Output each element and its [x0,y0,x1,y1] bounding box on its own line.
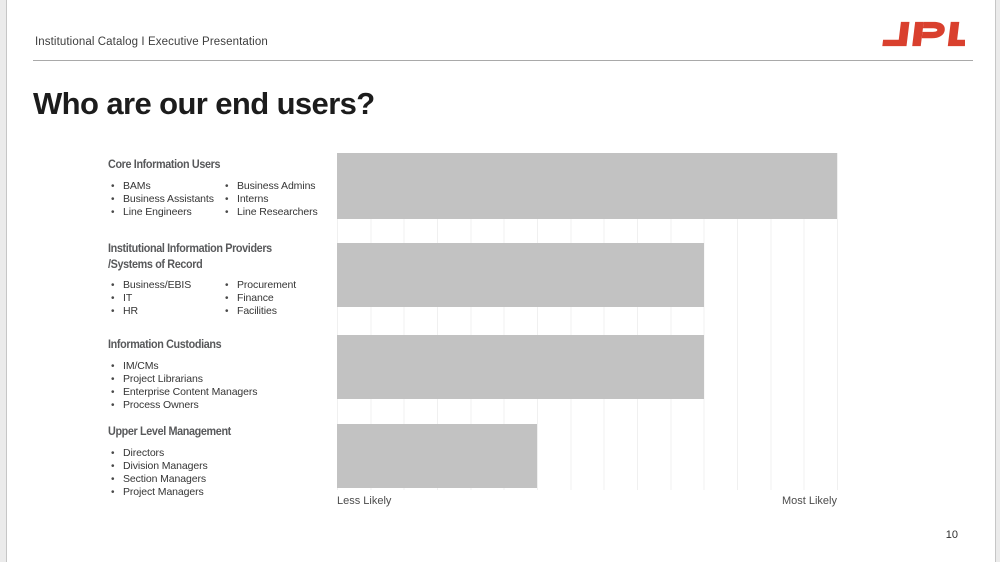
bullet-label: Project Librarians [123,372,203,385]
group-heading: Core Information Users [108,157,317,173]
bullet-label: IT [123,292,133,304]
page-number: 10 [945,529,958,541]
bullet-label: Section Managers [123,472,207,485]
bullet-item: • Business/EBIS [108,279,222,292]
bullet-label: Directors [123,446,165,459]
bullet-item: • Section Managers [108,473,222,486]
bullet-item: • Facilities [222,305,296,318]
bullet-dot-icon: • [111,386,115,398]
group-heading: Information Custodians [108,337,317,353]
chart-bar [337,335,704,399]
bullet-dot-icon: • [111,360,115,372]
axis-label-less-likely: Less Likely [337,495,392,507]
chart-bar [337,424,537,488]
bullet-column: • IM/CMs • Project Librarians • Enterprise Co… [108,360,258,412]
bullet-dot-icon: • [225,206,229,218]
bullet-dot-icon: • [111,460,115,472]
jpl-logo-icon [882,21,965,47]
bullet-column: • BAMs • Business Assistants • Line Engineers [108,180,222,219]
bullet-dot-icon: • [111,306,115,317]
bullet-item: • IT [108,292,222,305]
bullet-label: Division Managers [123,459,208,472]
bullet-label: HR [123,305,138,317]
bullet-label: Line Researchers [237,205,318,218]
bullet-dot-icon: • [111,486,115,498]
bullet-dot-icon: • [111,293,115,304]
chart-bar [337,153,837,219]
bullet-label: Project Managers [123,485,204,498]
bullet-label: Interns [237,192,269,205]
bullet-label: Finance [237,292,274,304]
bullet-item: • Enterprise Content Managers [108,386,258,399]
bullet-dot-icon: • [111,473,115,485]
bullet-column: • Business Admins • Interns • Line Researcher… [222,180,318,219]
bullet-label: Process Owners [123,398,199,411]
bullet-dot-icon: • [225,193,229,205]
bullet-label: BAMs [123,179,151,192]
bullet-item: • Project Managers [108,486,222,499]
bullet-dot-icon: • [111,447,115,459]
bullet-list: • Directors • Division Managers • Section Man… [108,447,340,499]
bullet-item: • Procurement [222,279,296,292]
chart-axis-labels: Less Likely Most Likely [337,495,837,507]
bullet-item: • Division Managers [108,460,222,473]
bullet-dot-icon: • [111,193,115,205]
bullet-dot-icon: • [111,399,115,411]
group-heading-line: /Systems of Record [108,256,203,271]
bullet-item: • Directors [108,447,222,460]
bullet-item: • BAMs [108,180,222,193]
group-heading-line: Information Custodians [108,337,222,351]
bullet-item: • Line Researchers [222,206,318,219]
group-heading-line: Core Information Users [108,157,221,171]
group-heading: Upper Level Management [108,424,317,440]
group-heading-line: Institutional Information Providers [108,241,272,255]
bullet-item: • IM/CMs [108,360,222,373]
bullet-label: Business/EBIS [123,279,192,291]
user-groups: Core Information Users • BAMs • Business Ass… [7,0,995,562]
bullet-dot-icon: • [225,280,229,291]
bullet-label: Business Admins [237,179,316,192]
group-heading: Institutional Information Providers/Syst… [108,241,317,272]
user-group: Institutional Information Providers/Syst… [108,241,340,318]
slide: Institutional Catalog I Executive Presen… [6,0,996,562]
bullet-label: Business Assistants [123,192,214,205]
bullet-dot-icon: • [225,306,229,317]
bullet-item: • Project Librarians [108,373,222,386]
bullet-label: Line Engineers [123,205,192,218]
bullet-dot-icon: • [111,373,115,385]
bullet-label: Enterprise Content Managers [123,385,258,398]
bullet-list: • BAMs • Business Assistants • Line Engineers… [108,180,340,219]
bullet-list: • Business/EBIS • IT • HR • Procurement • Finance… [108,279,340,318]
bullet-item: • Finance [222,292,296,305]
bullet-column: • Procurement • Finance • Facilities [222,279,296,318]
user-group: Core Information Users • BAMs • Business Ass… [108,157,340,219]
bullet-item: • Line Engineers [108,206,222,219]
chart-bar [337,243,704,307]
bullet-dot-icon: • [225,293,229,304]
group-heading-line: Upper Level Management [108,424,231,438]
bullet-dot-icon: • [111,206,115,218]
user-group: Upper Level Management • Directors • Divisio… [108,424,340,499]
bullet-column: • Business/EBIS • IT • HR [108,279,222,318]
bullet-dot-icon: • [111,180,115,192]
bullet-label: IM/CMs [123,359,159,372]
bullet-list: • IM/CMs • Project Librarians • Enterprise Co… [108,360,340,412]
bullet-item: • Interns [222,193,318,206]
user-group: Information Custodians • IM/CMs • Project Li… [108,337,340,412]
bullet-label: Facilities [237,305,277,317]
bullet-column: • Directors • Division Managers • Section Man… [108,447,222,499]
axis-label-most-likely: Most Likely [781,495,837,507]
breadcrumb: Institutional Catalog I Executive Presen… [35,36,268,48]
bullet-label: Procurement [237,279,297,291]
bullet-item: • Process Owners [108,399,222,412]
bullet-item: • HR [108,305,222,318]
bullet-dot-icon: • [111,280,115,291]
page-title: Who are our end users? [33,86,375,121]
bullet-item: • Business Admins [222,180,318,193]
bullet-dot-icon: • [225,180,229,192]
header-divider [33,60,973,61]
bullet-item: • Business Assistants [108,193,222,206]
likelihood-chart [337,153,838,490]
